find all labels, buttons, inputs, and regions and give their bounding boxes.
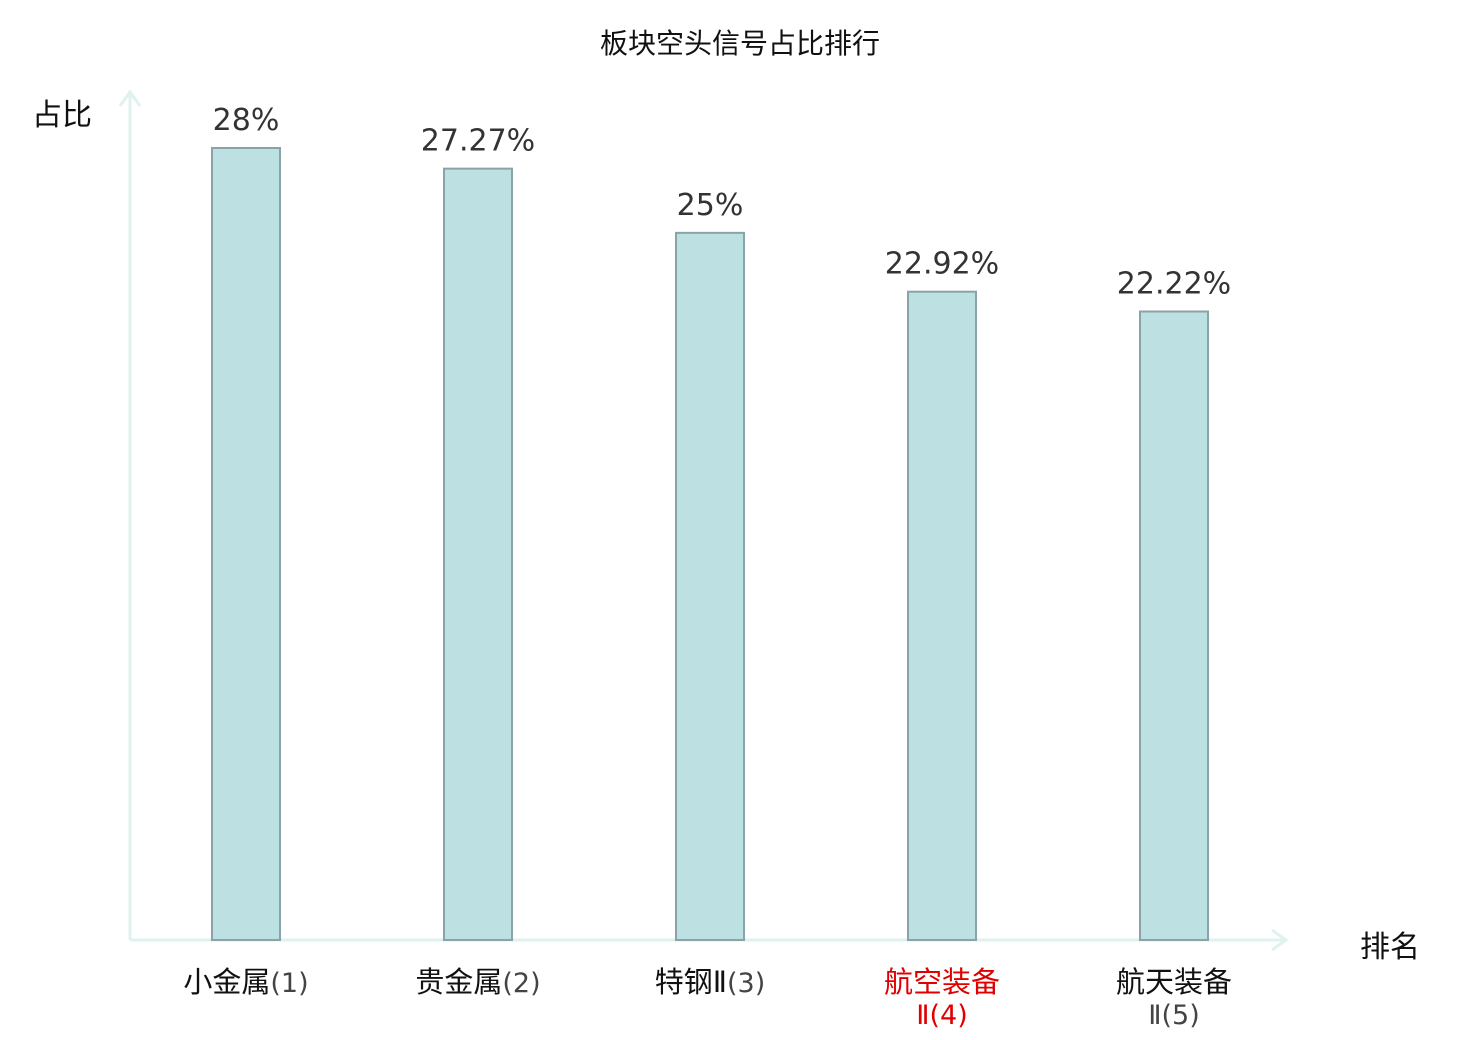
chart-title: 板块空头信号占比排行 xyxy=(599,27,880,60)
x-axis-arrow xyxy=(1271,928,1289,952)
y-axis-arrow xyxy=(118,89,142,107)
y-axis-label: 占比 xyxy=(32,98,92,133)
data-label: 22.22% xyxy=(1117,266,1231,301)
x-tick-label-rank: Ⅱ(4) xyxy=(916,1000,968,1031)
x-tick-label: 航天装备 Ⅱ(5) xyxy=(1074,966,1274,1032)
data-label: 22.92% xyxy=(885,247,999,282)
x-tick-label-name: 特钢Ⅱ xyxy=(654,965,728,999)
bar xyxy=(675,231,745,942)
bar xyxy=(907,290,977,942)
x-tick-label-name: 贵金属 xyxy=(415,965,503,999)
data-label: 25% xyxy=(677,188,744,223)
x-tick-label-rank: (2) xyxy=(502,968,541,999)
x-tick-label: 贵金属(2) xyxy=(378,966,578,1000)
x-tick-label-rank: Ⅱ(5) xyxy=(1148,1000,1200,1031)
bar xyxy=(443,167,513,942)
bar xyxy=(1139,310,1209,941)
data-label: 28% xyxy=(213,103,280,138)
data-label: 27.27% xyxy=(421,124,535,159)
x-tick-label: 航空装备 Ⅱ(4) xyxy=(842,966,1042,1032)
x-tick-label-rank: (3) xyxy=(727,968,766,999)
x-tick-label-name: 航天装备 xyxy=(1115,965,1232,999)
x-tick-label: 特钢Ⅱ(3) xyxy=(610,966,810,1000)
x-tick-label: 小金属(1) xyxy=(146,966,346,1000)
x-tick-label-rank: (1) xyxy=(270,968,309,999)
x-tick-label-name: 小金属 xyxy=(183,965,271,999)
bar xyxy=(211,147,281,941)
x-tick-label-name: 航空装备 xyxy=(883,965,1000,999)
x-axis-label: 排名 xyxy=(1360,930,1420,965)
